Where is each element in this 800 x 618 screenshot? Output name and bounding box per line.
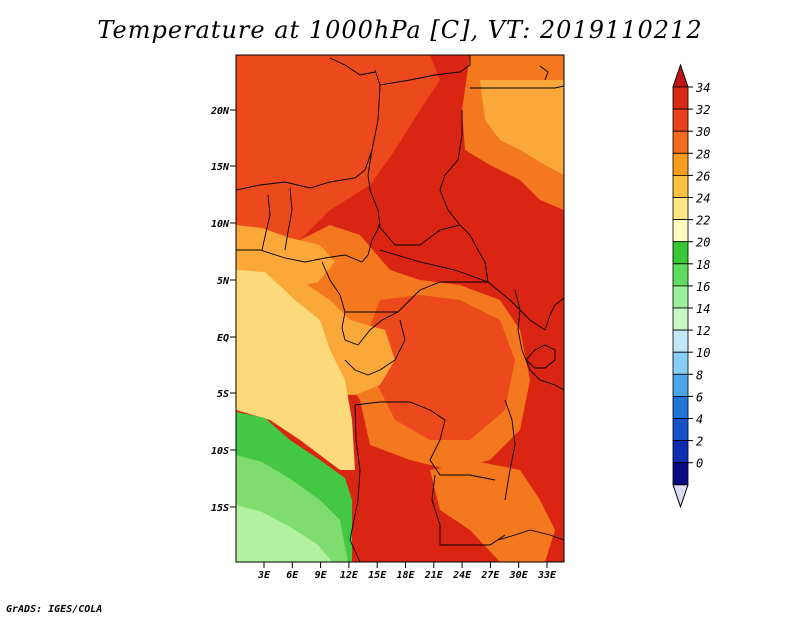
field-pale-green-south (236, 505, 332, 562)
colorbar-tick-label: 34 (695, 81, 710, 95)
colorbar-tick-label: 8 (696, 368, 703, 382)
colorbar-swatch (672, 263, 689, 287)
colorbar-tick-label: 16 (696, 280, 710, 294)
longitude-axis: 3E 6E 9E 12E 15E 18E 21E 24E 27E 30E 33E (257, 562, 557, 581)
colorbar-tick-label: 32 (695, 103, 710, 117)
lon-tick-label: 6E (286, 570, 299, 581)
lon-tick-label: 15E (368, 570, 387, 581)
lat-tick-label: 10N (211, 219, 230, 230)
colorbar-swatch (672, 373, 689, 397)
colorbar-tick-label: 30 (695, 125, 710, 139)
colorbar-swatch (672, 329, 689, 353)
lon-tick-label: 27E (480, 570, 500, 581)
colorbar-swatch (672, 351, 689, 375)
latitude-axis: 20N 15N 10N 5N EQ 5S 10S 15S (210, 106, 236, 514)
grads-credit: GrADS: IGES/COLA (6, 604, 103, 615)
field-light-orange-west (236, 225, 335, 288)
colorbar-swatch (672, 307, 689, 331)
lat-tick-label: EQ (217, 333, 229, 344)
lat-tick-label: 5S (217, 389, 229, 400)
colorbar-tick-label: 28 (696, 147, 710, 161)
colorbar-swatch (672, 197, 689, 221)
field-orange-southeast (430, 462, 555, 562)
colorbar-under-arrow (672, 484, 689, 509)
colorbar-over-arrow (672, 63, 689, 88)
lat-tick-label: 5N (217, 276, 230, 287)
colorbar-tick-label: 0 (696, 457, 703, 471)
country-borders (236, 55, 564, 562)
lat-tick-label: 15S (211, 503, 229, 514)
colorbar-tick-label: 4 (696, 413, 703, 427)
colorbar-tick-label: 20 (696, 236, 710, 250)
field-pale-yellow-ocean (236, 270, 355, 470)
colorbar-swatch (672, 440, 689, 464)
colorbar-tick-label: 2 (696, 435, 703, 449)
field-light-orange-northeast (480, 80, 564, 175)
colorbar-tick-label: 18 (696, 258, 710, 272)
colorbar-tick-label: 12 (696, 324, 710, 338)
lon-tick-label: 30E (509, 570, 529, 581)
field-red-orange-north (236, 55, 440, 262)
colorbar-swatch (672, 174, 689, 198)
lat-tick-label: 15N (211, 162, 230, 173)
colorbar-tick-label: 26 (696, 169, 710, 183)
colorbar-tick-label: 22 (696, 214, 710, 228)
lon-tick-label: 9E (315, 570, 328, 581)
lon-tick-label: 12E (340, 570, 359, 581)
colorbar-tick-label: 14 (696, 302, 710, 316)
colorbar-swatch (672, 395, 689, 419)
colorbar-swatch (672, 130, 689, 154)
colorbar-swatch (672, 462, 689, 486)
lon-tick-label: 21E (424, 570, 444, 581)
lon-tick-label: 18E (396, 570, 415, 581)
colorbar-swatch (672, 108, 689, 132)
temperature-field (236, 55, 564, 562)
colorbar-swatch (672, 219, 689, 243)
lon-tick-label: 3E (257, 570, 271, 581)
lon-tick-label: 24E (452, 570, 472, 581)
lon-tick-label: 33E (537, 570, 557, 581)
colorbar-swatch (672, 241, 689, 265)
map-frame (235, 54, 565, 563)
lat-tick-label: 20N (210, 106, 230, 117)
map-title: Temperature at 1000hPa [C], VT: 20191102… (97, 16, 703, 44)
colorbar-swatch (672, 86, 689, 110)
colorbar-swatch (672, 418, 689, 442)
lat-tick-label: 10S (211, 446, 229, 457)
colorbar-swatch (672, 285, 689, 309)
colorbar-tick-label: 24 (696, 192, 710, 206)
colorbar-tick-label: 6 (696, 390, 703, 404)
colorbar-tick-label: 10 (696, 346, 710, 360)
colorbar-swatch (672, 152, 689, 176)
